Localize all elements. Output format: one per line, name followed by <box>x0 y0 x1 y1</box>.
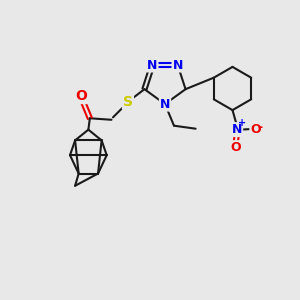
Text: +: + <box>238 118 247 128</box>
Text: O: O <box>76 89 87 103</box>
Text: O: O <box>250 122 261 136</box>
Text: N: N <box>232 123 242 136</box>
Text: -: - <box>258 121 263 134</box>
Text: S: S <box>123 95 133 109</box>
Text: N: N <box>160 98 170 111</box>
Text: O: O <box>230 141 241 154</box>
Text: N: N <box>172 58 183 71</box>
Text: N: N <box>147 58 158 71</box>
